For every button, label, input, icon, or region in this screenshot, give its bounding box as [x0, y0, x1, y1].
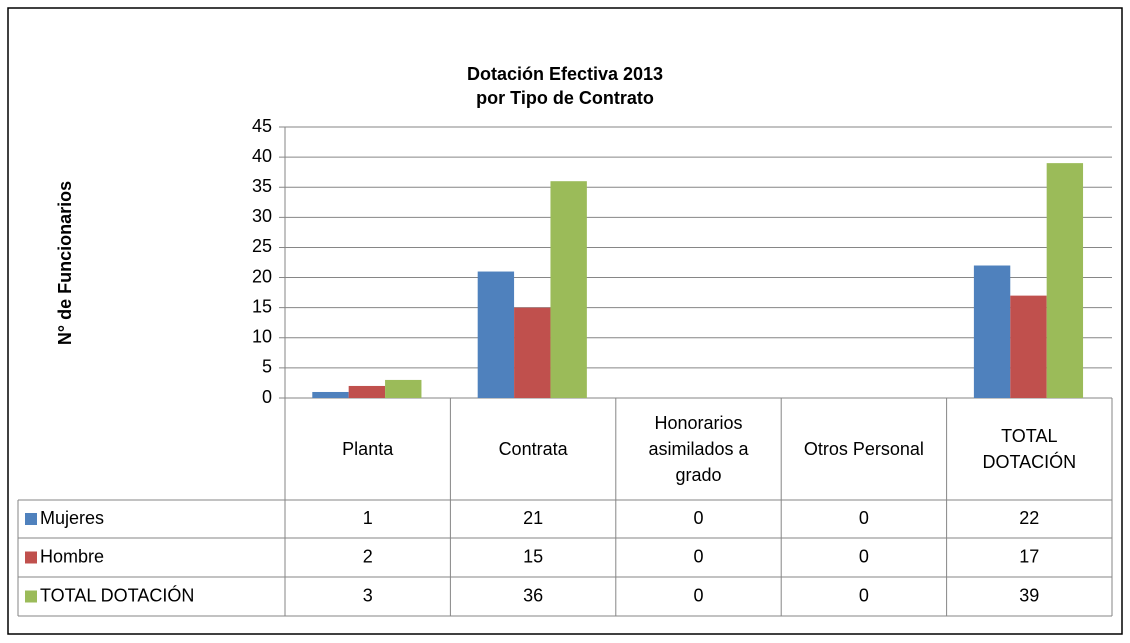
table-value: 0: [859, 546, 869, 566]
y-tick-label: 25: [252, 236, 272, 256]
x-tick-label: TOTAL DOTACIÓN: [982, 426, 1077, 472]
chart-title: por Tipo de Contrato: [476, 88, 654, 108]
y-tick-label: 0: [262, 387, 272, 407]
table-value: 0: [859, 585, 869, 605]
legend-label: TOTAL DOTACIÓN: [40, 584, 194, 605]
legend-swatch: [25, 551, 37, 564]
bar: [973, 265, 1011, 398]
chart-title: Dotación Efectiva 2013: [467, 64, 663, 84]
table-value: 0: [693, 546, 703, 566]
table-value: 39: [1019, 585, 1039, 605]
x-tick-label-box: Contrata: [498, 439, 568, 459]
table-value: 0: [693, 508, 703, 528]
x-tick-label-box: Planta: [342, 439, 394, 459]
bar: [312, 391, 349, 398]
y-tick-label: 40: [252, 146, 272, 166]
x-tick-label-box: TOTAL DOTACIÓN: [982, 426, 1077, 472]
table-value: 0: [693, 585, 703, 605]
y-tick-label: 5: [262, 357, 272, 377]
x-tick-label: Planta: [342, 439, 394, 459]
legend-swatch: [25, 590, 37, 603]
legend-swatch: [25, 513, 37, 525]
y-tick-label: 30: [252, 206, 272, 226]
x-tick-label: Contrata: [498, 439, 568, 459]
y-tick-label: 45: [252, 116, 272, 136]
table-value: 36: [523, 585, 543, 605]
bar: [1046, 163, 1084, 398]
bar: [385, 379, 422, 398]
table-value: 3: [363, 585, 373, 605]
bar: [514, 307, 551, 398]
bar: [348, 385, 386, 398]
x-tick-label-box: Otros Personal: [803, 439, 924, 459]
table-value: 21: [523, 508, 543, 528]
table-value: 17: [1019, 546, 1039, 566]
y-axis-title: N° de Funcionarios: [55, 181, 75, 345]
x-tick-label: Honorarios asimilados a grado: [648, 413, 749, 485]
y-tick-label: 15: [252, 296, 272, 316]
y-tick-label: 20: [252, 266, 272, 286]
table-value: 2: [363, 546, 373, 566]
bar: [1010, 295, 1047, 398]
y-tick-label: 10: [252, 327, 272, 347]
x-tick-label: Otros Personal: [803, 439, 924, 459]
table-value: 15: [523, 546, 543, 566]
legend-label: Hombre: [40, 546, 104, 566]
legend-label: Mujeres: [40, 508, 104, 528]
table-value: 1: [363, 508, 373, 528]
bar: [477, 271, 515, 398]
x-tick-label-box: Honorarios asimilados a grado: [648, 413, 749, 485]
bar: [550, 181, 587, 398]
table-value: 22: [1019, 508, 1039, 528]
table-value: 0: [859, 508, 869, 528]
y-tick-label: 35: [252, 176, 272, 196]
